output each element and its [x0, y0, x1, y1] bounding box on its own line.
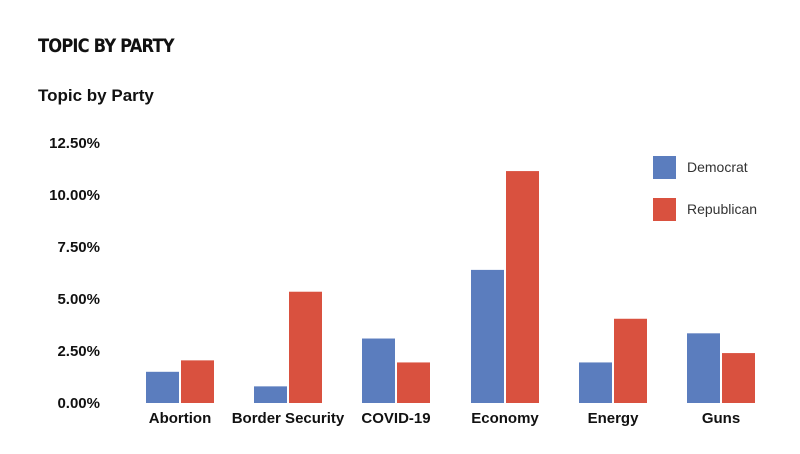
y-tick-label: 10.00% — [49, 187, 100, 204]
bar-democrat-abortion — [146, 371, 179, 403]
legend: Democrat Republican — [653, 156, 757, 221]
bar-democrat-guns — [687, 333, 720, 403]
bar-republican-economy — [506, 171, 539, 403]
y-tick-label: 5.00% — [57, 291, 100, 308]
legend-swatch-republican — [653, 198, 676, 221]
bar-democrat-border-security — [254, 386, 287, 403]
bar-democrat-energy — [579, 362, 612, 403]
y-tick-label: 2.50% — [57, 343, 100, 360]
bar-republican-guns — [722, 353, 755, 403]
bar-democrat-covid-19 — [362, 338, 395, 403]
x-category-label: COVID-19 — [361, 410, 430, 427]
bar-republican-abortion — [181, 360, 214, 403]
bar-democrat-economy — [471, 269, 504, 403]
x-category-label: Energy — [588, 410, 640, 427]
x-category-label: Economy — [471, 410, 539, 427]
x-category-label: Border Security — [232, 410, 345, 427]
legend-label-democrat: Democrat — [687, 159, 748, 175]
y-axis: 0.00% 2.50% 5.00% 7.50% 10.00% 12.50% — [49, 135, 100, 412]
page-title: TOPIC BY PARTY — [38, 35, 175, 57]
bar-republican-energy — [614, 318, 647, 403]
y-tick-label: 0.00% — [57, 395, 100, 412]
x-axis: Abortion Border Security COVID-19 Economy En… — [149, 410, 740, 427]
x-category-label: Abortion — [149, 410, 211, 427]
x-category-label: Guns — [702, 410, 740, 427]
y-tick-label: 12.50% — [49, 135, 100, 152]
bars-group — [146, 171, 755, 403]
chart-title: Topic by Party — [38, 86, 154, 105]
bar-republican-border-security — [289, 291, 322, 403]
legend-swatch-democrat — [653, 156, 676, 179]
y-tick-label: 7.50% — [57, 239, 100, 256]
legend-label-republican: Republican — [687, 201, 757, 217]
bar-republican-covid-19 — [397, 362, 430, 403]
